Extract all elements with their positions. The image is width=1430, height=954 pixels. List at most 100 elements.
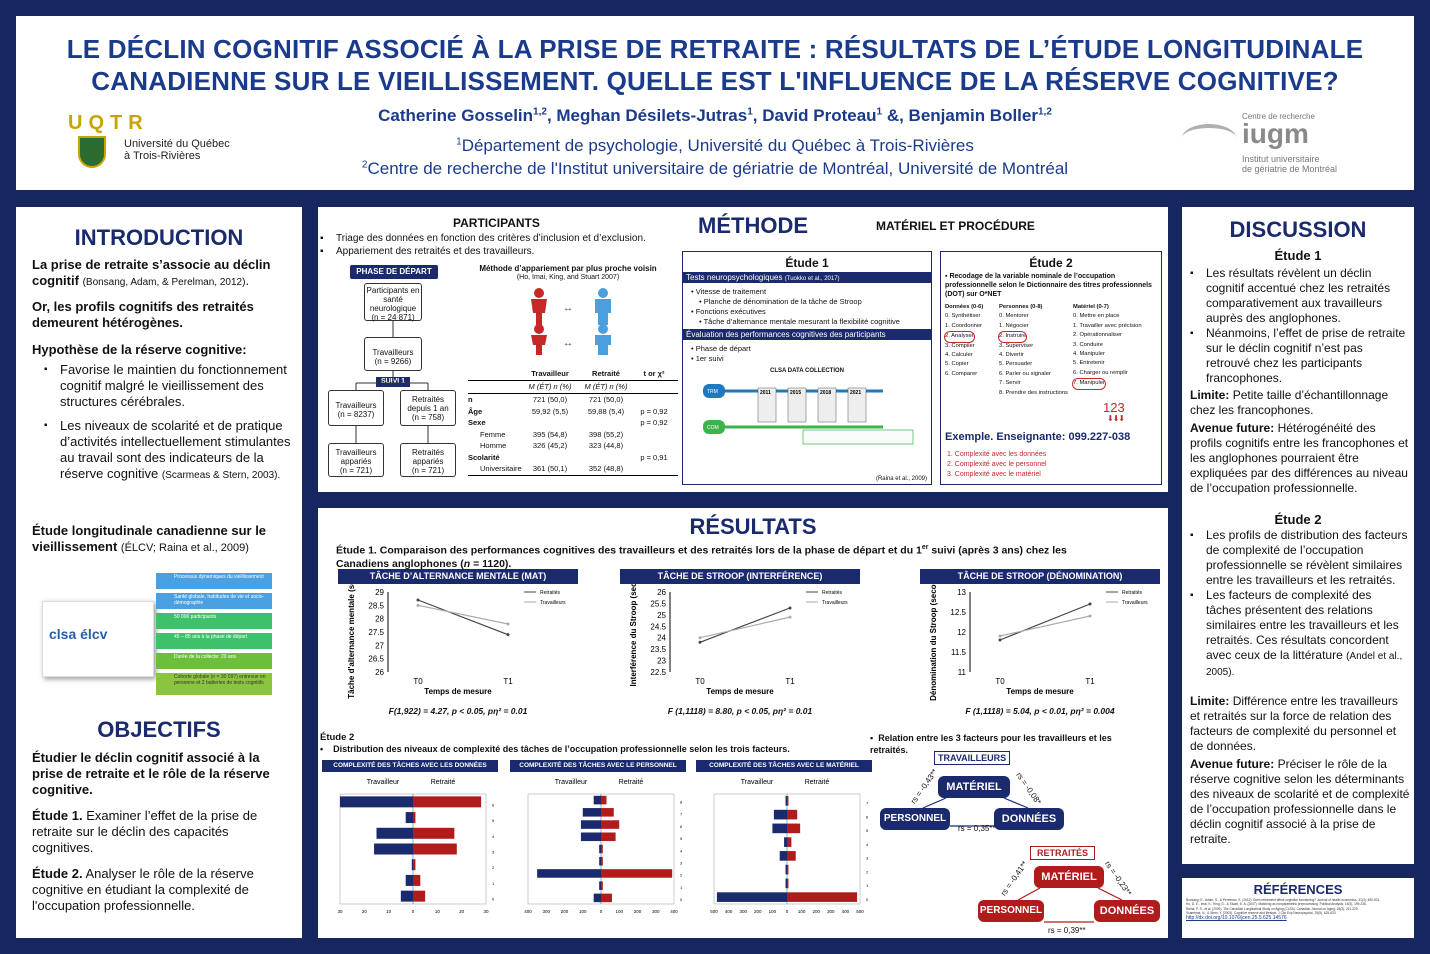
ex-item-3: 3. Complexité avec le matériel: [947, 471, 1041, 478]
bar-travailleur: [773, 809, 787, 820]
uqtr-logo: UQTR Université du Québec à Trois-Rivièr…: [68, 112, 238, 172]
category-label: 3: [680, 861, 683, 866]
category-label: 0: [680, 897, 683, 902]
clsa-collection-title: CLSA DATA COLLECTION: [770, 368, 844, 374]
dot-item: 8. Prendre des instructions: [999, 389, 1068, 396]
dot-column: Matériel (0-7) 0. Mettre en place 1. Trava…: [1072, 303, 1157, 398]
x-tick-label: 20: [459, 909, 465, 914]
series-line: [699, 607, 791, 643]
bar-travailleur: [405, 812, 413, 824]
bar-travailleur: [593, 795, 601, 805]
data-point: [788, 606, 792, 610]
iugm-sub1: Institut universitaire: [1242, 154, 1320, 164]
resultats-heading: RÉSULTATS: [689, 514, 817, 539]
bar-travailleur: [716, 892, 787, 902]
y-tick-label: 23: [657, 657, 666, 666]
table-cell: Homme: [480, 441, 507, 450]
methode-panel: PARTICIPANTS Triage des données en fonct…: [318, 207, 1168, 492]
trav-label: TRAVAILLEURS: [934, 751, 1011, 765]
dot-columns: Données (0-6) 0. Synthétiser 1. Coordonner…: [941, 299, 1161, 398]
intro-bullet-2-text: Les niveaux de scolarité et de pratique …: [60, 418, 291, 481]
bar-retraite: [413, 843, 457, 855]
bar-legend-label: Travailleur: [555, 779, 588, 786]
line-chart-stat: F (1,1118) = 8.80, p < 0.05, pη² = 0.01: [667, 706, 813, 716]
y-tick-label: 13: [957, 588, 966, 597]
x-tick-label: 100: [798, 909, 806, 914]
obj-e1: Étude 1. Examiner l’effet de la prise de…: [32, 808, 290, 856]
table-cell: 59,92 (5,5): [531, 406, 569, 416]
uqtr-crest-icon: [78, 136, 106, 168]
x-tick-label: 400: [670, 909, 678, 914]
etude2-heading: Étude 2: [1029, 256, 1073, 270]
category-label: 3: [866, 856, 869, 861]
table-row: Âge 59,92 (5,5) 59,88 (5,4) p = 0,92: [468, 406, 678, 418]
disc-e2-heading: Étude 2: [1274, 512, 1322, 527]
x-tick-label: 500: [856, 909, 864, 914]
category-label: 2: [866, 869, 869, 874]
table-row: Sexe p = 0,92: [468, 417, 678, 429]
bar-retraite: [601, 844, 603, 854]
year-2: 2015: [790, 390, 801, 396]
retr-label: RETRAITÉS: [1030, 846, 1096, 860]
dot-item: 1. Négocier: [999, 322, 1029, 329]
table-cell: Universitaire: [480, 464, 522, 473]
etude1-box: Étude 1 Tests neuropsychologiques (Tuokk…: [682, 251, 932, 485]
res-e2-bullet: • Distribution des niveaux de complexité…: [320, 744, 790, 754]
data-point: [998, 638, 1002, 642]
intro-p1-bold: La prise de retraite s’associe au déclin…: [32, 257, 271, 288]
x-tick-label: 400: [524, 909, 532, 914]
uqtr-sub2: à Trois-Rivières: [124, 150, 201, 162]
data-point: [416, 598, 420, 602]
data-point: [788, 615, 792, 619]
year-4: 2021: [850, 390, 861, 396]
e1-item-4: • Tâche d’alternance mentale mesurant la…: [699, 317, 900, 326]
table-cell: 59,88 (5,4): [587, 406, 625, 416]
bar-legend-label: Retraité: [619, 779, 644, 786]
table-cell: 398 (55,2): [588, 429, 624, 439]
flow-1-n: (n = 24 871): [371, 313, 415, 322]
x-tick-label: 200: [812, 909, 820, 914]
disc-av2: Avenue future: Préciser le rôle de la ré…: [1190, 757, 1410, 846]
down-arrows-icon: ⬇⬇⬇: [1107, 414, 1125, 423]
bar-travailleur: [411, 859, 413, 871]
series-line: [417, 604, 509, 625]
data-point: [506, 622, 510, 626]
bar-retraite: [413, 890, 426, 902]
bar-travailleur: [405, 874, 413, 886]
coef-r-1: rs = -0,41**: [998, 859, 1030, 898]
x-tick-label: T0: [995, 677, 1005, 686]
flow-arrows: [355, 321, 429, 443]
dot-item: 3. Conduire: [1073, 341, 1103, 348]
dot-item: 0. Mettre en place: [1073, 313, 1120, 320]
bar-travailleur: [785, 878, 787, 889]
obj-e2-text: Analyser le rôle de la réserve cognitive…: [32, 866, 254, 913]
part-bullet-1: Triage des données en fonction des critè…: [318, 232, 698, 245]
bar-travailleur: [582, 808, 601, 817]
category-label: 4: [680, 848, 683, 853]
dot-column-header: Données (0-6): [945, 304, 984, 310]
methode-heading: MÉTHODE: [698, 213, 808, 238]
bar-retraite: [601, 869, 673, 878]
e1-list2: • Phase de départ • 1er suivi: [683, 340, 931, 366]
y-tick-label: 25.5: [650, 599, 666, 608]
intro-p4-bold: Étude longitudinale canadienne sur le vi…: [32, 523, 267, 554]
y-tick-label: 24: [657, 634, 666, 643]
y-tick-label: 12.5: [950, 608, 966, 617]
table-cell: Âge: [468, 406, 483, 416]
tests-bar-cite: (Tuokko et al., 2017): [784, 276, 840, 282]
obj-e1-text: Examiner l’effet de la prise de retraite…: [32, 808, 258, 855]
iugm-logo: Centre de recherche iugm Institut univer…: [1182, 112, 1382, 176]
category-label: 6: [866, 814, 869, 819]
x-tick-label: 400: [842, 909, 850, 914]
bar-retraite: [601, 856, 603, 866]
x-tick-label: 500: [710, 909, 718, 914]
category-label: 8: [680, 799, 683, 804]
th-3: t or χ²: [643, 369, 665, 378]
bar-legend-label: Travailleur: [741, 779, 774, 786]
legend-label: Retraités: [1122, 590, 1143, 596]
ref-list: Bonsang, E., Adam, S., & Perelman, S. (2…: [1186, 898, 1410, 920]
clsa-item-2: Santé globale, habitudes de vie et socio…: [156, 593, 272, 609]
title-line2: CANADIENNE SUR LE VIEILLISSEMENT. QUELLE…: [91, 66, 1339, 96]
match-figures: ↔ ↔: [531, 288, 611, 355]
ref-5[interactable]: http://dx.doi.org/10.1076/jcen.25.5.625.…: [1186, 914, 1287, 921]
